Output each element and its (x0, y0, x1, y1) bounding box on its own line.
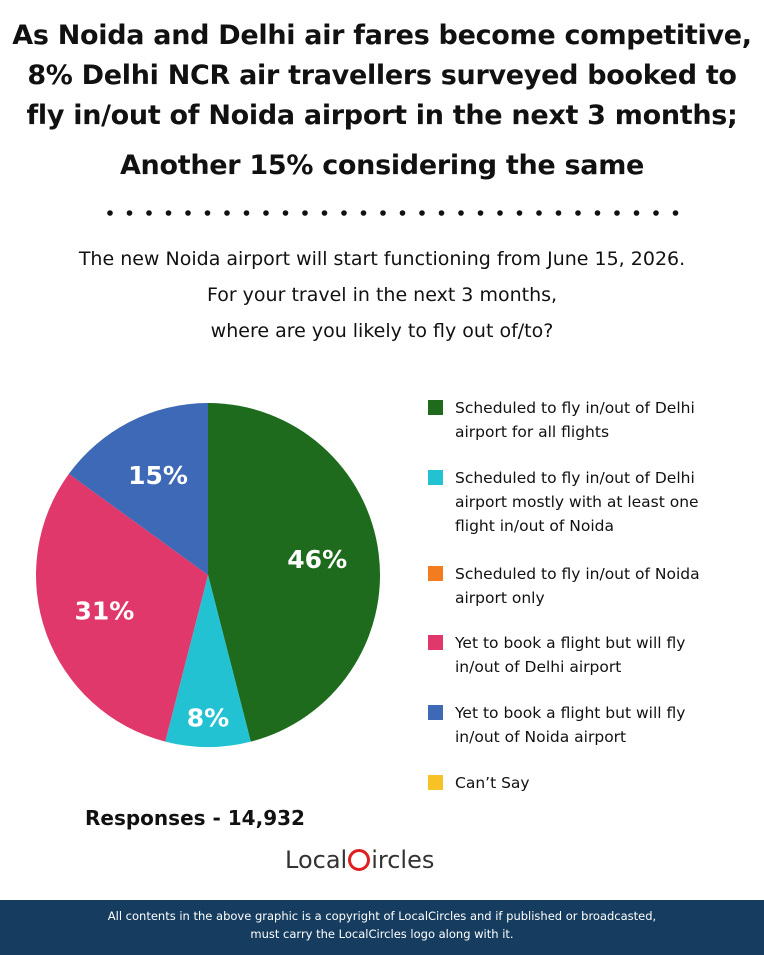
legend-label: Can’t Say (455, 774, 530, 792)
title-line: 8% Delhi NCR air travellers surveyed boo… (27, 60, 737, 91)
dot (302, 210, 308, 216)
dot (438, 210, 445, 216)
dot (614, 210, 620, 216)
pie-slice (35, 473, 208, 742)
dot (263, 210, 269, 216)
legend-label: Scheduled to fly in/out of Delhi airport… (455, 469, 699, 535)
dot (146, 210, 152, 216)
legend-swatch (428, 635, 443, 650)
dot (165, 210, 172, 216)
dot (497, 210, 503, 216)
dot (419, 210, 425, 216)
dot (224, 210, 230, 216)
dot (653, 210, 659, 216)
dot (126, 210, 133, 216)
dot (555, 210, 562, 216)
subtitle-line: For your travel in the next 3 months, (206, 284, 558, 306)
dot (243, 210, 250, 216)
dot (341, 210, 347, 216)
dot (321, 210, 328, 216)
dot (575, 210, 581, 216)
footer-line: must carry the LocalCircles logo along w… (250, 927, 514, 941)
title-line: As Noida and Delhi air fares become comp… (12, 20, 752, 51)
dot (380, 210, 386, 216)
dot (477, 210, 484, 216)
legend-swatch (428, 470, 443, 485)
dot (399, 210, 406, 216)
dot (536, 210, 542, 216)
footer: All contents in the above graphic is a c… (0, 900, 764, 955)
legend-swatch (428, 400, 443, 415)
pie-slice (68, 403, 208, 575)
dot (185, 210, 191, 216)
logo: Local ircles (285, 846, 434, 874)
dot (204, 210, 211, 216)
footer-line: All contents in the above graphic is a c… (107, 909, 657, 923)
subtitle-line: where are you likely to fly out of/to? (210, 320, 554, 342)
data-label: 31% (75, 596, 135, 625)
dot (282, 210, 289, 216)
title-line: Another 15% considering the same (119, 150, 645, 181)
data-label: 8% (187, 703, 229, 732)
legend-label: Yet to book a flight but will fly in/out… (455, 704, 686, 746)
pie-chart: 46% 8% 31% 15% (35, 403, 381, 747)
dot (672, 210, 679, 216)
pie-slice (165, 575, 251, 747)
dot (633, 210, 640, 216)
responses: Responses - 14,932 (85, 806, 305, 830)
legend-label: Scheduled to fly in/out of Delhi airport… (455, 399, 695, 441)
legend-swatch (428, 705, 443, 720)
subtitle-line: The new Noida airport will start functio… (78, 248, 686, 270)
logo-icon (348, 849, 371, 871)
dot (594, 210, 601, 216)
legend-label: Scheduled to fly in/out of Noida airport… (455, 565, 700, 607)
data-label: 15% (128, 461, 188, 490)
title-line: fly in/out of Noida airport in the next … (26, 100, 738, 131)
dot (360, 210, 367, 216)
data-label: 46% (287, 545, 347, 574)
dot (107, 210, 113, 216)
legend-label: Yet to book a flight but will fly in/out… (455, 634, 686, 676)
legend-swatch (428, 566, 443, 581)
pie-slice (208, 403, 381, 742)
logo-text: ircles (371, 846, 435, 874)
legend-swatch (428, 775, 443, 790)
dot (516, 210, 523, 216)
dot (458, 210, 464, 216)
logo-text: Local (285, 846, 348, 874)
dot-divider (107, 210, 679, 216)
